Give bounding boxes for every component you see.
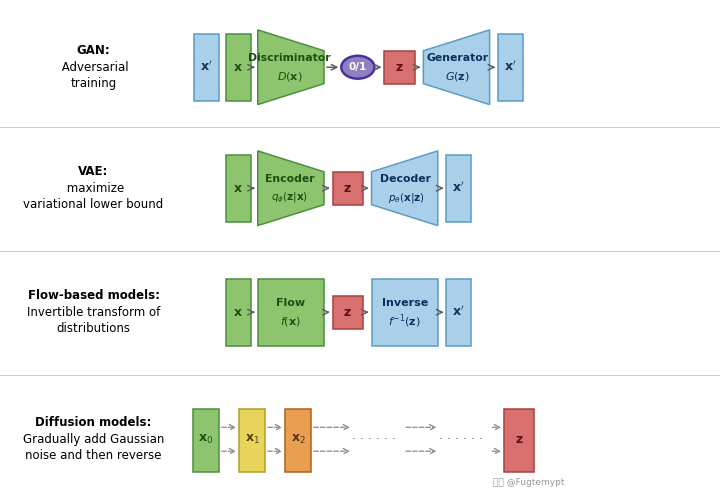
Text: $p_\theta(\mathbf{x}|\mathbf{z})$: $p_\theta(\mathbf{x}|\mathbf{z})$: [387, 191, 424, 205]
Polygon shape: [423, 30, 490, 105]
Bar: [504, 409, 534, 472]
Bar: [498, 34, 523, 101]
Text: $\mathbf{z}$: $\mathbf{z}$: [395, 61, 404, 74]
Text: Encoder: Encoder: [265, 174, 315, 184]
Text: Invertible transform of: Invertible transform of: [27, 306, 161, 319]
Bar: [333, 296, 363, 329]
Text: Adversarial: Adversarial: [58, 61, 129, 74]
Bar: [258, 279, 324, 346]
Text: noise and then reverse: noise and then reverse: [25, 449, 162, 462]
Text: $\mathbf{x}'$: $\mathbf{x}'$: [200, 60, 213, 75]
Text: 0/1: 0/1: [348, 62, 367, 72]
Text: Diffusion models:: Diffusion models:: [35, 416, 152, 429]
Polygon shape: [258, 30, 324, 105]
Text: · · · · · ·: · · · · · ·: [352, 433, 397, 446]
Text: $\mathbf{x}'$: $\mathbf{x}'$: [452, 305, 465, 320]
Bar: [239, 409, 265, 472]
Text: $\mathbf{x}_1$: $\mathbf{x}_1$: [245, 433, 259, 446]
Text: $\mathbf{z}$: $\mathbf{z}$: [343, 306, 352, 319]
Text: $\mathbf{x}_2$: $\mathbf{x}_2$: [291, 433, 305, 446]
Text: GAN:: GAN:: [77, 44, 110, 57]
Text: 知乎 @Fugtemypt: 知乎 @Fugtemypt: [493, 478, 565, 487]
Text: $f^{-1}(\mathbf{z})$: $f^{-1}(\mathbf{z})$: [388, 312, 421, 330]
Bar: [333, 172, 363, 205]
Polygon shape: [258, 151, 324, 226]
Text: $q_\phi(\mathbf{z}|\mathbf{x})$: $q_\phi(\mathbf{z}|\mathbf{x})$: [271, 191, 308, 205]
Bar: [446, 155, 471, 222]
Text: variational lower bound: variational lower bound: [24, 198, 163, 211]
Bar: [446, 279, 471, 346]
Text: $\mathbf{x}$: $\mathbf{x}$: [233, 61, 243, 74]
Text: · · · · · ·: · · · · · ·: [438, 433, 483, 446]
Text: Discriminator: Discriminator: [248, 53, 331, 63]
Bar: [226, 34, 251, 101]
Text: $\mathbf{z}$: $\mathbf{z}$: [343, 182, 352, 195]
Text: $f(\mathbf{x})$: $f(\mathbf{x})$: [281, 315, 301, 328]
Bar: [194, 34, 219, 101]
Bar: [193, 409, 219, 472]
Text: $\mathbf{x}$: $\mathbf{x}$: [233, 182, 243, 195]
Text: $\mathbf{x}$: $\mathbf{x}$: [233, 306, 243, 319]
Text: Decoder: Decoder: [380, 174, 431, 184]
Text: $\mathbf{x}_0$: $\mathbf{x}_0$: [198, 433, 214, 446]
Text: Gradually add Gaussian: Gradually add Gaussian: [23, 433, 164, 446]
Bar: [285, 409, 311, 472]
Text: $G(\mathbf{z})$: $G(\mathbf{z})$: [446, 70, 470, 83]
Text: distributions: distributions: [57, 322, 130, 335]
Bar: [226, 279, 251, 346]
Text: $D(\mathbf{x})$: $D(\mathbf{x})$: [276, 70, 302, 83]
Bar: [226, 155, 251, 222]
Circle shape: [341, 56, 374, 79]
Text: VAE:: VAE:: [78, 165, 109, 178]
Text: training: training: [71, 77, 117, 90]
Polygon shape: [372, 151, 438, 226]
Text: Inverse: Inverse: [382, 298, 428, 308]
Bar: [372, 279, 438, 346]
Text: $\mathbf{z}$: $\mathbf{z}$: [515, 433, 523, 446]
Text: Flow-based models:: Flow-based models:: [27, 289, 160, 302]
Text: $\mathbf{x}'$: $\mathbf{x}'$: [504, 60, 517, 75]
Bar: [384, 51, 415, 84]
Text: Generator: Generator: [427, 53, 489, 63]
Text: maximize: maximize: [63, 182, 125, 195]
Text: $\mathbf{x}'$: $\mathbf{x}'$: [452, 181, 465, 196]
Text: Flow: Flow: [276, 298, 305, 308]
